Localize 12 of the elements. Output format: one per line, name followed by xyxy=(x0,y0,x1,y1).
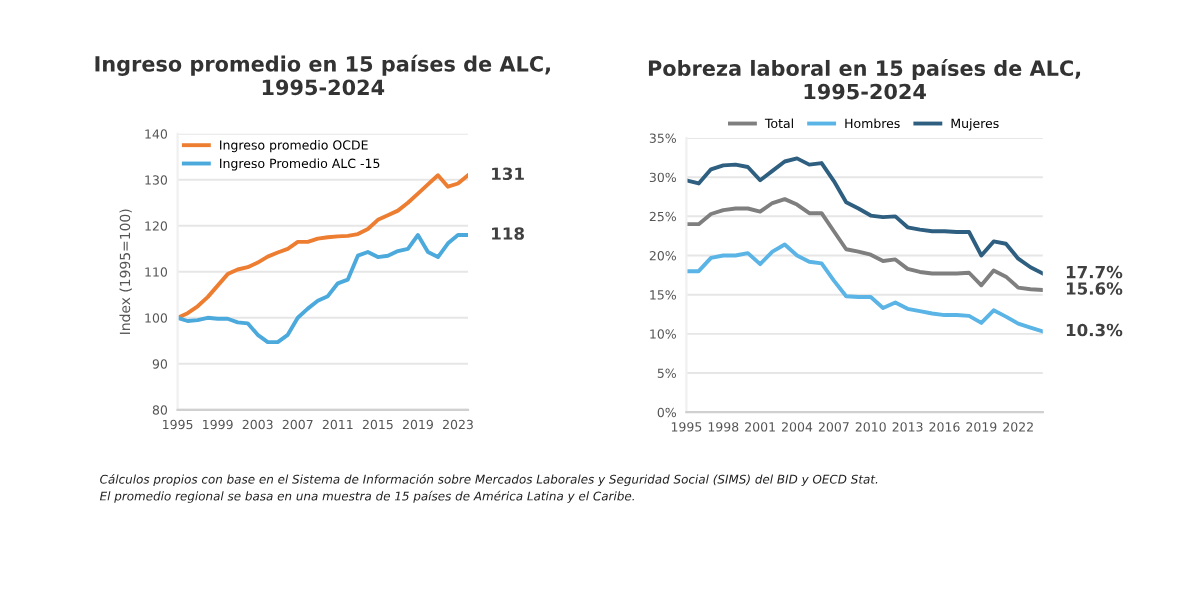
data-label: 15.6% xyxy=(1066,282,1123,295)
line-series xyxy=(686,242,1043,334)
data-label: 17.7% xyxy=(1066,265,1123,279)
line-series xyxy=(686,197,1043,292)
line-series xyxy=(177,233,468,345)
chart-title: Pobreza laboral en 15 países de ALC, 1995-2024 xyxy=(648,59,1081,100)
chart-title: Ingreso promedio en 15 países de ALC, 1995-2024 xyxy=(95,54,550,96)
line-series xyxy=(177,173,468,320)
data-label: 131 xyxy=(492,167,524,181)
data-label: 10.3% xyxy=(1066,323,1123,337)
data-label: 118 xyxy=(492,227,524,240)
line-series xyxy=(686,156,1043,276)
